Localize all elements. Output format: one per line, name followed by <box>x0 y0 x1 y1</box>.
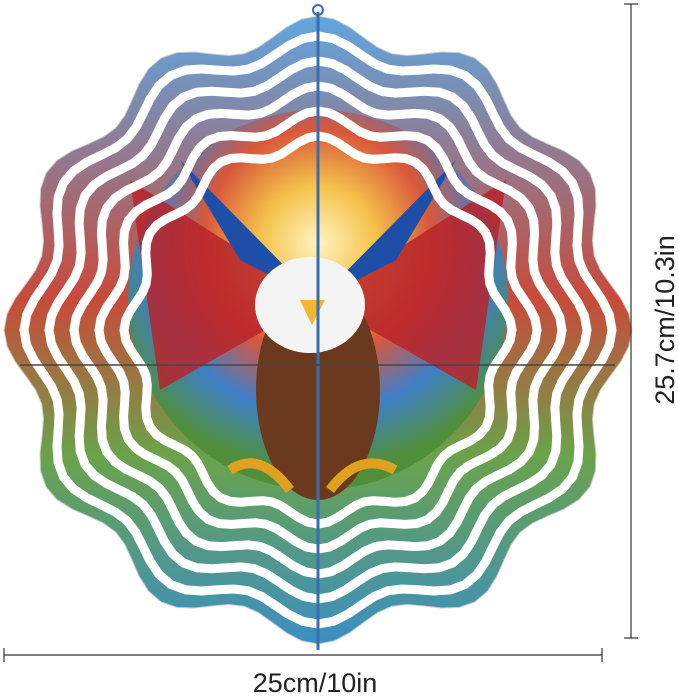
ring <box>94 106 542 554</box>
right-wing-blue <box>318 160 456 300</box>
ring <box>69 81 567 579</box>
hanging-hole <box>312 4 324 16</box>
right-wing <box>318 180 506 390</box>
wind-spinner <box>3 4 633 650</box>
talons <box>227 458 398 494</box>
left-wing <box>130 180 318 390</box>
ring <box>44 56 592 604</box>
spinner-rings <box>19 31 617 629</box>
ring <box>19 31 617 629</box>
height-label: 25.7cm/10.3in <box>650 235 679 405</box>
width-label: 25cm/10in <box>253 668 378 697</box>
ring <box>119 131 517 529</box>
dimension-lines <box>3 3 638 662</box>
